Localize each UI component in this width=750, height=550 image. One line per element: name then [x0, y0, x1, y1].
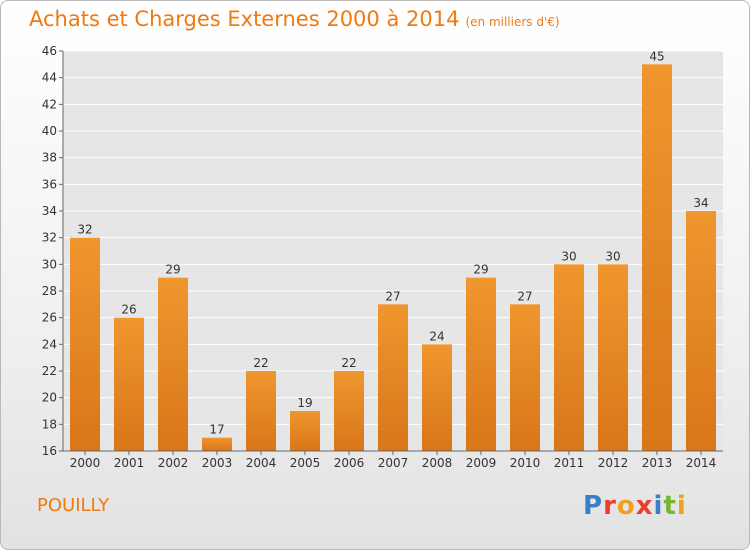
y-tick-label: 22: [42, 364, 57, 378]
x-tick-label: 2007: [378, 456, 409, 470]
y-tick-label: 42: [42, 97, 57, 111]
place-name: POUILLY: [37, 495, 110, 516]
y-tick-label: 40: [42, 124, 57, 138]
y-tick-label: 30: [42, 257, 57, 271]
x-tick-label: 2012: [598, 456, 629, 470]
logo-letter: r: [603, 491, 617, 521]
logo-letter: x: [635, 491, 654, 521]
x-tick-label: 2006: [334, 456, 365, 470]
title-text: Achats et Charges Externes 2000 à 2014: [29, 7, 460, 31]
chart-title: Achats et Charges Externes 2000 à 2014 (e…: [29, 7, 560, 31]
bar-value-label: 22: [341, 356, 356, 370]
bar-value-label: 34: [693, 196, 708, 210]
y-tick-label: 24: [42, 337, 57, 351]
bar: [686, 211, 716, 451]
bar: [202, 437, 232, 451]
x-tick-label: 2011: [554, 456, 585, 470]
bar-value-label: 22: [253, 356, 268, 370]
logo-letter: i: [653, 491, 664, 521]
chart-subtitle: (en milliers d'€): [465, 15, 560, 29]
bar: [378, 304, 408, 451]
x-tick-label: 2009: [466, 456, 497, 470]
bar: [246, 371, 276, 451]
y-tick-label: 36: [42, 177, 57, 191]
bar-value-label: 26: [121, 303, 136, 317]
y-tick-label: 34: [42, 204, 57, 218]
logo-letter: o: [616, 491, 636, 521]
bar: [114, 317, 144, 451]
logo-letter: i: [676, 491, 687, 521]
x-tick-label: 2003: [202, 456, 233, 470]
x-tick-label: 2004: [246, 456, 277, 470]
bar-value-label: 29: [473, 263, 488, 277]
x-tick-label: 2014: [686, 456, 717, 470]
y-tick-label: 46: [42, 44, 57, 58]
bar: [510, 304, 540, 451]
bar: [422, 344, 452, 451]
x-tick-label: 2005: [290, 456, 321, 470]
y-tick-label: 20: [42, 391, 57, 405]
bar-value-label: 19: [297, 396, 312, 410]
y-tick-label: 44: [42, 71, 57, 85]
bar-value-label: 17: [209, 423, 224, 437]
bar: [158, 277, 188, 451]
y-tick-label: 32: [42, 231, 57, 245]
y-tick-label: 28: [42, 284, 57, 298]
bar: [290, 411, 320, 451]
x-tick-label: 2013: [642, 456, 673, 470]
bar-value-label: 29: [165, 263, 180, 277]
logo-letter: P: [583, 491, 604, 521]
bar-value-label: 45: [649, 49, 664, 63]
y-tick-label: 38: [42, 151, 57, 165]
x-tick-label: 2002: [158, 456, 189, 470]
bar-value-label: 27: [517, 289, 532, 303]
x-tick-label: 2008: [422, 456, 453, 470]
bar-value-label: 27: [385, 289, 400, 303]
proxiti-logo: Proxiti: [583, 491, 687, 521]
bar: [598, 264, 628, 451]
bar-value-label: 24: [429, 329, 444, 343]
y-tick-label: 18: [42, 417, 57, 431]
bar: [334, 371, 364, 451]
y-tick-label: 16: [42, 444, 57, 458]
bar-value-label: 30: [605, 249, 620, 263]
bar: [554, 264, 584, 451]
bar: [642, 64, 672, 452]
bar-value-label: 32: [77, 223, 92, 237]
bar: [466, 277, 496, 451]
x-tick-label: 2001: [114, 456, 145, 470]
bar-value-label: 30: [561, 249, 576, 263]
x-tick-label: 2010: [510, 456, 541, 470]
logo-letter: t: [663, 491, 677, 521]
y-tick-label: 26: [42, 311, 57, 325]
bar: [70, 237, 100, 451]
x-tick-label: 2000: [70, 456, 101, 470]
